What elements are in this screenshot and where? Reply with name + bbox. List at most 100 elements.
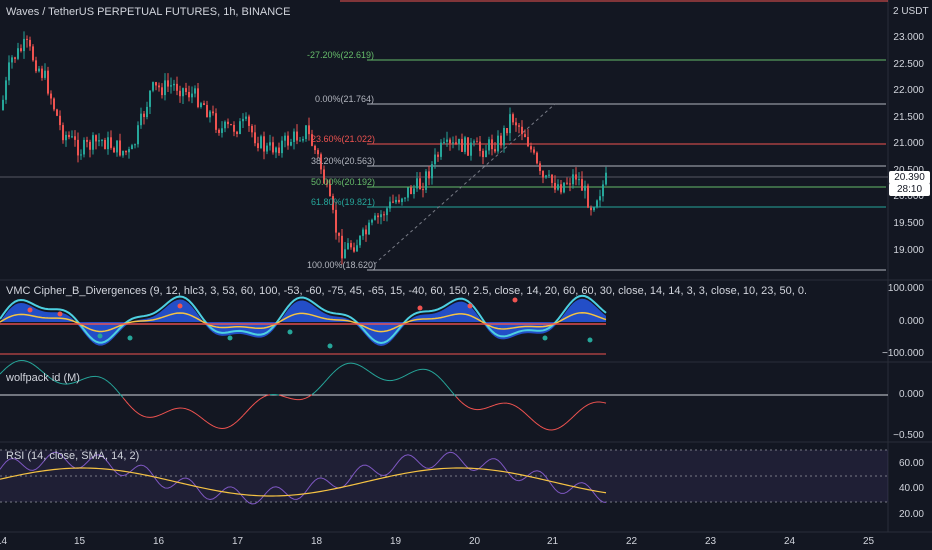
wolfpack-line bbox=[83, 377, 88, 380]
wolfpack-line bbox=[302, 397, 307, 400]
candle-body bbox=[122, 150, 124, 156]
wolfpack-line bbox=[86, 376, 91, 379]
wolfpack-line bbox=[158, 413, 163, 416]
wolfpack-line bbox=[449, 389, 454, 394]
wolfpack-line bbox=[242, 412, 247, 416]
candle-body bbox=[320, 154, 322, 170]
candle-body bbox=[362, 229, 364, 236]
candle-body bbox=[479, 141, 481, 151]
candle-body bbox=[422, 189, 424, 191]
candle-body bbox=[293, 131, 295, 142]
wolfpack-line bbox=[497, 402, 502, 405]
candle-body bbox=[353, 247, 355, 252]
candle-body bbox=[431, 164, 433, 179]
candle-body bbox=[200, 103, 202, 108]
candle-body bbox=[269, 142, 271, 146]
wolfpack-line bbox=[137, 412, 142, 416]
vmc-signal-dot bbox=[327, 343, 333, 349]
wolfpack-line bbox=[413, 369, 418, 372]
candle-body bbox=[74, 136, 76, 140]
candle-body bbox=[569, 183, 571, 185]
candle-body bbox=[251, 125, 253, 133]
time-tick: 18 bbox=[311, 536, 323, 547]
candle-body bbox=[512, 114, 514, 123]
wolfpack-line bbox=[47, 375, 52, 380]
wolfpack-line bbox=[71, 381, 76, 384]
wolfpack-line bbox=[278, 394, 283, 397]
candle-body bbox=[23, 38, 25, 52]
candle-body bbox=[449, 139, 451, 144]
wolfpack-line bbox=[125, 401, 130, 406]
candle-body bbox=[539, 163, 541, 172]
candle-body bbox=[545, 175, 547, 178]
wolfpack-line bbox=[311, 391, 316, 395]
candle-body bbox=[167, 80, 169, 87]
wolfpack-line bbox=[428, 369, 433, 373]
wolfpack-line bbox=[320, 382, 325, 387]
price-tick: 23.000 bbox=[893, 32, 924, 43]
time-tick: 23 bbox=[705, 536, 717, 547]
candle-body bbox=[11, 57, 13, 63]
vmc-signal-dot bbox=[467, 303, 473, 309]
candle-body bbox=[35, 60, 37, 72]
candle-body bbox=[50, 93, 52, 99]
candle-body bbox=[461, 138, 463, 152]
wolfpack-line bbox=[23, 360, 28, 362]
candle-body bbox=[80, 154, 82, 156]
vmc-indicator-label[interactable]: VMC Cipher_B_Divergences (9, 12, hlc3, 3… bbox=[6, 285, 806, 297]
candle-body bbox=[596, 200, 598, 208]
candle-body bbox=[500, 135, 502, 146]
wolfpack-line bbox=[152, 415, 157, 418]
wolfpack-line bbox=[515, 405, 520, 409]
candle-body bbox=[14, 57, 16, 59]
wolfpack-line bbox=[8, 363, 13, 367]
indicator-tick: −100.000 bbox=[882, 348, 924, 359]
candle-body bbox=[494, 149, 496, 152]
wolfpack-line bbox=[326, 375, 331, 380]
fib-level-label: 38.20%(20.563) bbox=[311, 156, 376, 166]
vmc-wave-2 bbox=[0, 311, 607, 333]
bar-countdown-tag: 28:10 bbox=[889, 183, 930, 196]
time-tick: 15 bbox=[74, 536, 86, 547]
candle-body bbox=[77, 139, 79, 156]
vmc-signal-dot bbox=[27, 307, 33, 313]
wolfpack-line bbox=[365, 368, 370, 372]
wolfpack-indicator-label[interactable]: wolfpack id (M) bbox=[6, 372, 80, 384]
rsi-indicator-label[interactable]: RSI (14, close, SMA, 14, 2) bbox=[6, 450, 140, 462]
candle-body bbox=[56, 109, 58, 116]
candle-body bbox=[446, 139, 448, 142]
fib-level-label: 61.80%(19.821) bbox=[311, 197, 376, 207]
wolfpack-line bbox=[275, 394, 280, 396]
candle-body bbox=[242, 118, 244, 122]
candle-body bbox=[488, 139, 490, 151]
candle-body bbox=[20, 48, 22, 52]
candle-body bbox=[248, 116, 250, 126]
rsi-ma-line bbox=[0, 467, 607, 497]
wolfpack-line bbox=[314, 388, 319, 393]
wolfpack-line bbox=[38, 368, 43, 372]
candle-body bbox=[398, 199, 400, 203]
candle-body bbox=[368, 222, 370, 235]
price-tick: 22.500 bbox=[893, 59, 924, 70]
candle-body bbox=[125, 150, 127, 153]
wolfpack-line bbox=[164, 410, 169, 414]
candle-body bbox=[101, 139, 103, 141]
wolfpack-line bbox=[50, 378, 55, 381]
wolfpack-line bbox=[509, 403, 514, 406]
candle-body bbox=[290, 141, 292, 146]
wolfpack-line bbox=[359, 365, 364, 368]
candle-body bbox=[491, 139, 493, 150]
wolfpack-line bbox=[458, 399, 463, 404]
candle-body bbox=[287, 135, 289, 146]
wolfpack-line bbox=[173, 407, 178, 410]
wolfpack-line bbox=[245, 408, 250, 413]
time-tick: 16 bbox=[153, 536, 165, 547]
candle-body bbox=[470, 142, 472, 156]
candle-body bbox=[482, 150, 484, 158]
wolfpack-line bbox=[101, 377, 106, 380]
wolfpack-line bbox=[119, 393, 124, 399]
wolfpack-line bbox=[566, 419, 571, 423]
candle-body bbox=[278, 147, 280, 154]
wolfpack-line bbox=[212, 425, 217, 428]
